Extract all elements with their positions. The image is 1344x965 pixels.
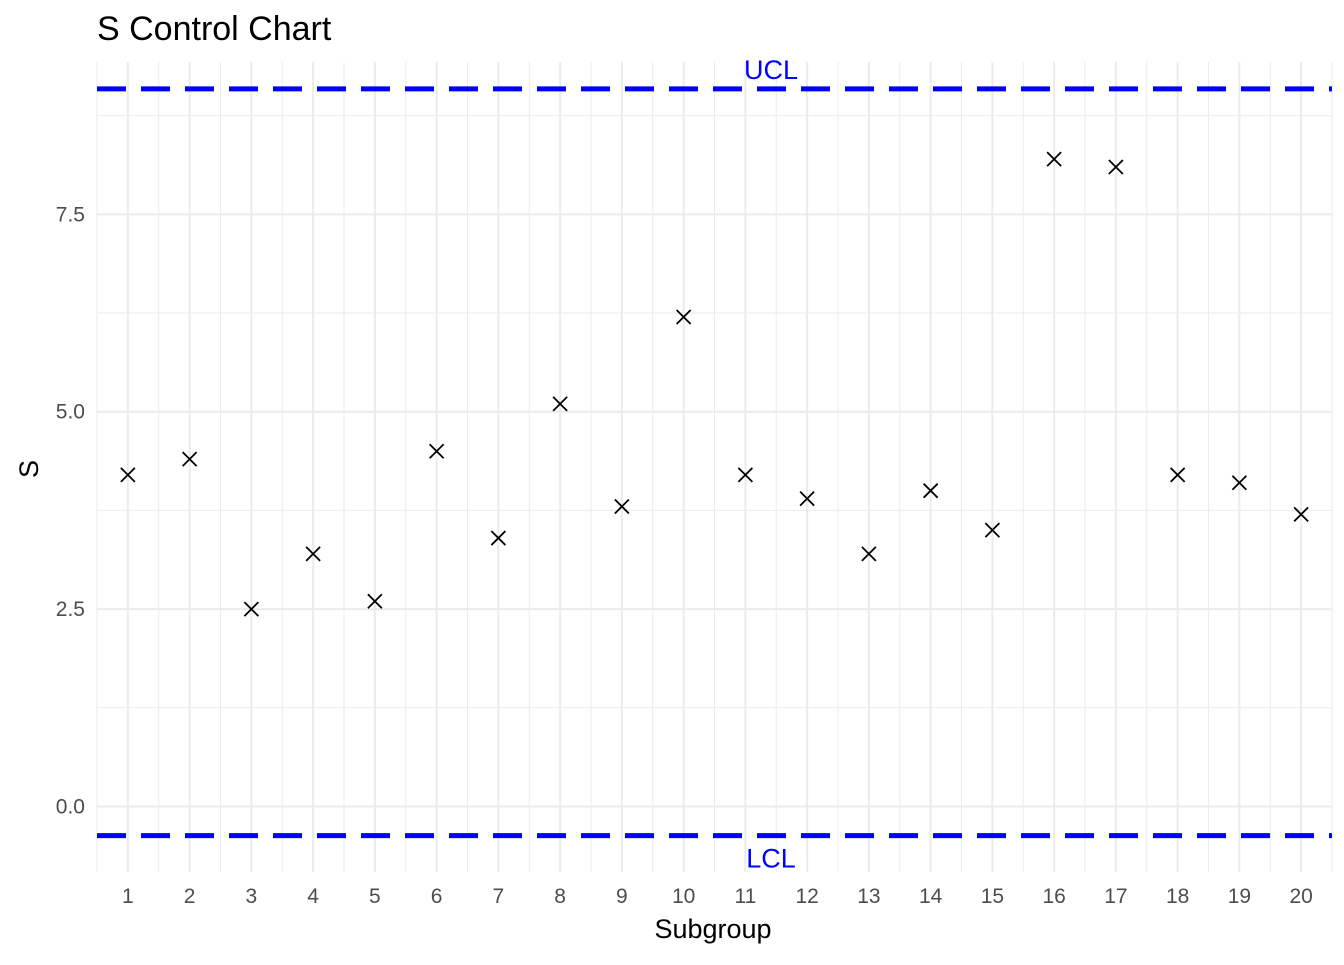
x-tick-label: 6 [431,885,443,908]
data-point [1169,467,1186,483]
x-tick-label: 12 [795,885,818,908]
data-point-stroke [305,546,321,562]
data-point [614,498,630,515]
x-tick-label: 4 [307,885,319,908]
data-point [181,451,198,467]
y-tick-label: 2.5 [56,598,85,621]
data-points-layer [120,151,1309,617]
data-point [675,309,692,325]
chart-title: S Control Chart [97,10,332,48]
data-point-stroke [243,601,260,617]
reference-lines-layer: UCL LCL [97,55,1332,874]
x-tick-label: 15 [981,885,1004,908]
data-point-stroke [675,309,692,325]
y-tick-label: 0.0 [56,795,85,818]
data-point [737,467,754,483]
data-point [243,601,260,617]
data-point-stroke [737,467,754,483]
data-point [552,396,568,412]
x-tick-label: 10 [672,885,695,908]
x-tick-label: 2 [184,885,196,908]
data-point [367,593,383,609]
data-point-stroke [1231,475,1248,491]
data-point [428,443,445,459]
grid-layer [96,62,1333,872]
data-point-stroke [1046,151,1062,167]
data-point-stroke [922,483,939,499]
data-point [861,546,877,562]
data-point [922,483,939,499]
data-point-stroke [367,593,383,609]
x-axis-title: Subgroup [654,914,771,944]
x-tick-label: 1 [122,885,134,908]
x-tick-label: 9 [616,885,628,908]
data-point-stroke [861,546,877,562]
data-point-stroke [552,396,568,412]
x-tick-label: 13 [857,885,880,908]
data-point-stroke [1293,506,1309,523]
data-point-stroke [181,451,198,467]
x-tick-label: 5 [369,885,381,908]
data-point-stroke [1108,159,1124,175]
y-tick-label: 5.0 [56,401,85,424]
data-point-stroke [614,498,630,515]
data-point [799,490,815,507]
data-point-stroke [799,490,815,507]
y-tick-label: 7.5 [56,203,85,226]
data-point-stroke [1169,467,1186,483]
x-tick-label: 20 [1289,885,1312,908]
data-point [984,522,1001,538]
data-point [1231,475,1248,491]
x-tick-label: 7 [493,885,505,908]
data-point-stroke [984,522,1001,538]
x-tick-label: 16 [1042,885,1065,908]
data-point [490,530,507,546]
data-point [1293,506,1309,523]
reference-label-ucl: UCL [744,55,798,85]
tick-labels-layer: 1 2 3 4 5 6 7 8 9 10 11 12 13 14 15 16 17 18 19 200.02.55.0… [56,203,1313,908]
data-point-stroke [428,443,445,459]
x-tick-label: 11 [734,885,756,908]
x-tick-label: 14 [919,885,943,908]
x-tick-label: 8 [554,885,566,908]
x-tick-label: 17 [1104,885,1127,908]
data-point-stroke [490,530,507,546]
data-point [1046,151,1062,167]
x-tick-label: 18 [1166,885,1189,908]
x-tick-label: 19 [1228,885,1251,908]
y-axis-title: S [14,460,44,478]
data-point [120,467,136,483]
data-point [1108,159,1124,175]
x-tick-label: 3 [246,885,258,908]
data-point [305,546,321,562]
reference-label-lcl: LCL [746,844,796,874]
data-point-stroke [120,467,136,483]
